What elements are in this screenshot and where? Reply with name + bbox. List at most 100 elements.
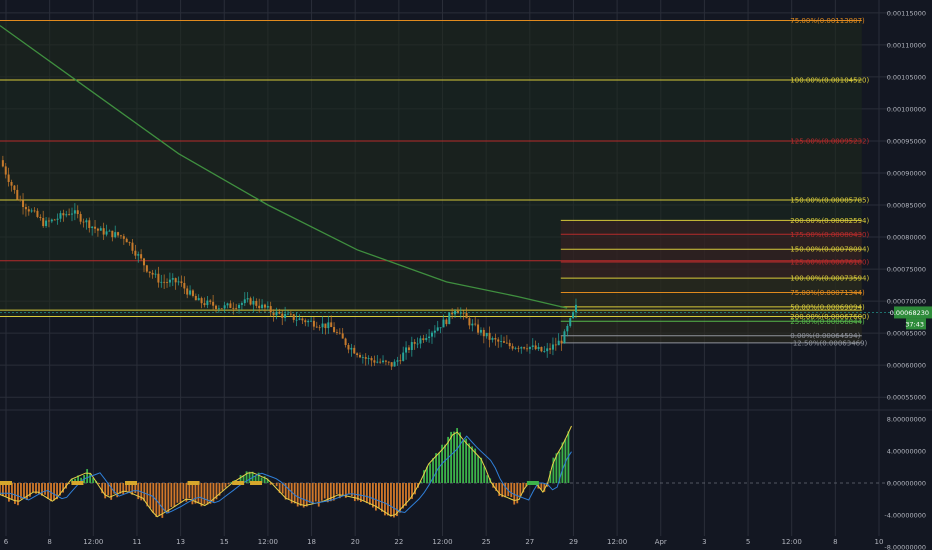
osc-bar [305, 483, 308, 507]
candle-body [413, 342, 416, 344]
price-tick-label: 0.00055000 [887, 394, 926, 402]
candle-body [364, 357, 367, 359]
time-tick-label: 6 [4, 538, 9, 546]
fib-sub-label: 50.00%(0.00069094) [790, 303, 865, 311]
candle-body [488, 332, 491, 340]
price-axis[interactable]: 0.00115000 0.00110000 0.00105000 0.00100000… [884, 9, 932, 550]
candle-body [358, 355, 361, 358]
osc-bar [465, 438, 468, 483]
osc-bar [384, 483, 386, 516]
osc-bar [302, 483, 305, 508]
candle-body [88, 220, 91, 228]
time-axis[interactable]: 6 8 12:00 11 13 15 12:00 18 20 22 12:00 25 27 29 12:00… [4, 538, 884, 546]
candle-body [134, 250, 137, 256]
candle-body [232, 307, 235, 309]
osc-bar [323, 483, 326, 499]
price-tick-label: 0.00105000 [887, 73, 926, 81]
osc-bar [167, 483, 170, 514]
candle-body [382, 360, 385, 363]
candle-body [33, 210, 36, 212]
osc-bar [371, 483, 374, 508]
candle-body [465, 312, 468, 319]
candle-body [59, 213, 62, 219]
candle-body [13, 185, 16, 190]
candle-body [439, 327, 442, 329]
osc-bar [185, 483, 188, 502]
osc-bar [158, 483, 161, 516]
candle-body [85, 220, 88, 223]
countdown-tag [906, 318, 926, 330]
osc-state-marker [71, 481, 84, 485]
candle-body [399, 360, 402, 362]
osc-bar [254, 475, 257, 483]
candle-body [540, 346, 543, 352]
osc-bar [0, 483, 1, 496]
candle-body [304, 320, 307, 323]
candle-body [462, 312, 465, 314]
candle-body [425, 338, 428, 341]
price-tick-label: 0.00115000 [887, 9, 926, 17]
osc-bar [299, 483, 302, 506]
osc-bar [543, 483, 546, 492]
candle-body [263, 304, 266, 308]
candle-body [295, 319, 298, 321]
candle-body [56, 218, 59, 220]
candle-body [390, 362, 393, 367]
osc-bar [387, 483, 389, 516]
candle-body [517, 347, 520, 349]
time-tick-label: 12:00 [258, 538, 278, 546]
fib-level-label: 150.00%(0.00085785) [790, 196, 869, 204]
time-tick-label: 8 [47, 538, 51, 546]
candle-body [353, 347, 356, 354]
candle-body [569, 318, 572, 326]
osc-bar [263, 476, 266, 483]
candle-body [235, 307, 238, 309]
candle-body [119, 235, 122, 237]
osc-bar [477, 455, 480, 483]
fib-zone [0, 79, 862, 141]
osc-bar [212, 483, 215, 502]
osc-bar [2, 483, 4, 497]
candle-body [379, 361, 382, 363]
osc-bar [170, 483, 173, 508]
candle-body [148, 271, 151, 273]
candle-body [82, 221, 85, 223]
time-tick-label: 18 [307, 538, 316, 546]
price-tick-label: 0.00070000 [887, 298, 926, 306]
osc-bar [41, 483, 43, 496]
osc-bar [341, 483, 344, 496]
osc-bar [203, 483, 206, 505]
candle-body [520, 347, 523, 349]
candle-body [24, 207, 27, 210]
candle-body [203, 303, 206, 306]
osc-bar [179, 483, 182, 503]
candle-body [214, 305, 217, 309]
candle-body [105, 231, 108, 235]
fib-sub-label: 150.00%(0.00078094) [790, 246, 869, 254]
osc-bar [483, 466, 486, 483]
osc-bar [44, 483, 46, 495]
osc-bar [287, 483, 290, 500]
osc-signal-line-blue [0, 435, 572, 514]
osc-bar [414, 483, 416, 495]
osc-bar [498, 483, 501, 496]
price-tick-label: 0.00110000 [887, 41, 926, 49]
candle-body [526, 348, 529, 350]
osc-bar [74, 478, 76, 483]
candle-body [122, 236, 125, 239]
candle-body [53, 219, 56, 221]
osc-bar [125, 483, 128, 492]
price-tick-label: 0.00060000 [887, 362, 926, 370]
candle-body [200, 298, 203, 304]
candle-body [344, 338, 347, 346]
candle-body [79, 214, 82, 222]
osc-bar [260, 477, 263, 483]
osc-signal-line-yellow [0, 425, 572, 518]
osc-bar [284, 483, 287, 500]
fib-sub-zone [560, 335, 862, 343]
osc-bar [356, 483, 359, 501]
osc-bar [447, 436, 449, 483]
candle-body [7, 174, 10, 182]
osc-bar [26, 483, 28, 500]
candle-body [177, 281, 180, 283]
